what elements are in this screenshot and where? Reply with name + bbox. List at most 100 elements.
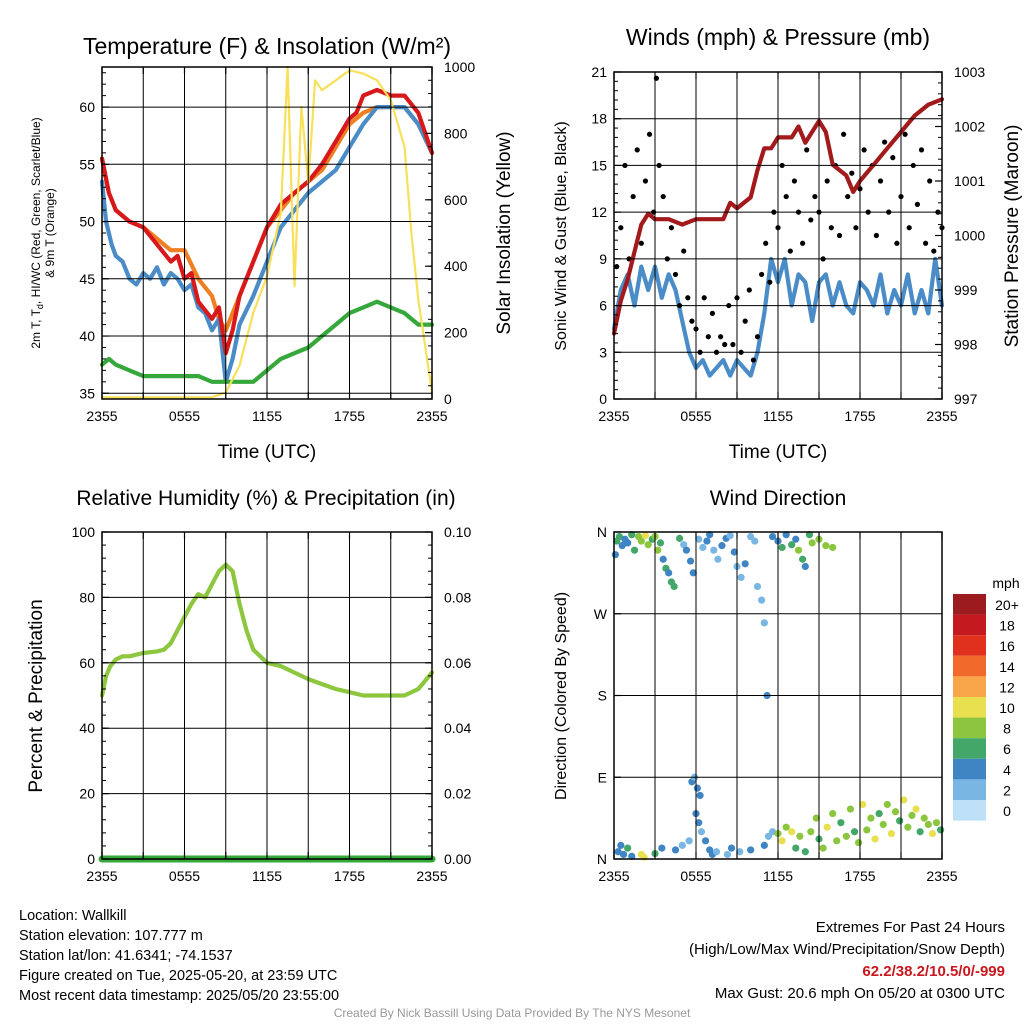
extremes-info: Extremes For Past 24 Hours (High/Low/Max… — [689, 917, 1005, 1005]
colorbar-swatch — [953, 717, 986, 739]
humidity-ylabel: Percent & Precipitation — [26, 599, 47, 792]
gust-point — [701, 295, 707, 301]
direction-point — [782, 531, 790, 539]
humidity-title: Relative Humidity (%) & Precipitation (i… — [76, 487, 455, 510]
gust-point — [808, 217, 814, 223]
gust-point — [849, 170, 855, 176]
winds-title: Winds (mph) & Pressure (mb) — [626, 24, 930, 50]
gust-point — [718, 334, 724, 340]
direction-point — [630, 546, 639, 554]
gust-point — [882, 139, 888, 145]
x-tick-label: 2355 — [598, 868, 629, 884]
direction-point — [656, 539, 665, 547]
direction-point — [823, 823, 831, 831]
gust-point — [618, 225, 624, 231]
gust-point — [836, 232, 843, 239]
y2-tick-label: 0.06 — [444, 655, 471, 671]
y-tick-label: 3 — [599, 344, 607, 360]
direction-point — [654, 546, 662, 554]
y2-tick-label: 0.10 — [444, 524, 471, 540]
colorbar-title: mph — [992, 575, 1019, 591]
direction-point — [637, 537, 645, 545]
direction-point — [696, 791, 704, 800]
direction-point — [676, 534, 684, 542]
colorbar-swatch — [953, 697, 986, 718]
colorbar-swatch — [953, 635, 986, 656]
direction-point — [778, 837, 786, 845]
y-tick-label: N — [597, 851, 607, 867]
direction-point — [805, 531, 814, 539]
y-tick-label: 60 — [79, 99, 95, 115]
y2-tick-label: 600 — [444, 192, 468, 208]
direction-ylabel: Direction (Colored By Speed) — [553, 592, 570, 800]
x-tick-label: 1155 — [763, 868, 793, 884]
gust-point — [730, 341, 736, 348]
direction-point — [693, 784, 701, 792]
y2-tick-label: 1002 — [954, 119, 985, 135]
direction-point — [670, 582, 678, 591]
x-tick-label: 2355 — [86, 408, 117, 424]
temperature-panel: Temperature (F) & Insolation (W/m²) 2355… — [29, 33, 515, 463]
gust-point — [783, 193, 789, 200]
station-latlon: Station lat/lon: 41.6341; -74.1537 — [19, 948, 233, 964]
y2-tick-label: 999 — [954, 282, 978, 298]
colorbar-label: 16 — [999, 638, 1015, 654]
y2-tick-label: 0.00 — [444, 851, 471, 867]
direction-point — [932, 819, 941, 827]
colorbar-swatch — [953, 758, 986, 780]
y-tick-label: 80 — [79, 589, 95, 605]
direction-point — [699, 543, 707, 552]
x-tick-label: 2355 — [926, 868, 957, 884]
x-tick-label: 2355 — [86, 868, 117, 884]
direction-point — [751, 537, 759, 545]
y-tick-label: 9 — [599, 251, 607, 267]
direction-point — [628, 531, 636, 539]
colorbar-label: 18 — [999, 618, 1015, 634]
y2-tick-label: 0.04 — [444, 720, 471, 736]
direction-point — [615, 532, 624, 541]
direction-point — [682, 546, 691, 554]
direction-point — [710, 546, 718, 554]
gust-point — [759, 271, 765, 278]
gust-point — [828, 225, 834, 231]
direction-point — [855, 839, 863, 847]
winds-panel: Winds (mph) & Pressure (mb) 2355 0555 1155… — [553, 24, 1023, 463]
winds-xlabel: Time (UTC) — [729, 442, 828, 463]
gust-point — [931, 248, 937, 254]
colorbar-label: 6 — [1003, 741, 1011, 757]
temperature-xlabel: Time (UTC) — [218, 442, 317, 463]
gust-point — [681, 248, 687, 254]
x-tick-label: 2355 — [598, 408, 629, 424]
x-tick-label: 2355 — [416, 408, 447, 424]
direction-point — [867, 814, 875, 822]
gust-point — [685, 295, 691, 301]
colorbar-label: 2 — [1003, 782, 1011, 798]
colorbar-swatch — [953, 655, 986, 677]
direction-point — [723, 850, 732, 859]
humidity-axes: 2355 0555 1155 1755 23550204060801000.000.02… — [72, 524, 472, 884]
direction-point — [875, 809, 883, 818]
direction-point — [801, 848, 809, 856]
y2-tick-label: 1003 — [954, 64, 985, 80]
direction-point — [718, 542, 726, 550]
extremes-values: 62.2/38.2/10.5/0/-999 — [862, 963, 1005, 980]
colorbar-label: 8 — [1003, 721, 1011, 737]
temperature-title: Temperature (F) & Insolation (W/m²) — [83, 33, 451, 59]
temperature-axes: 2355 0555 1155 1755 235535404550556002004006… — [79, 59, 475, 424]
gust-point — [709, 310, 716, 316]
direction-point — [801, 562, 809, 571]
y2-tick-label: 400 — [444, 258, 468, 274]
pressure-ylabel: Station Pressure (Maroon) — [1002, 125, 1023, 348]
direction-point — [641, 532, 650, 540]
winds-series — [611, 75, 945, 378]
gust-point — [861, 147, 867, 153]
y-tick-label: 45 — [79, 271, 95, 287]
direction-point — [736, 848, 744, 856]
direction-point — [916, 828, 924, 836]
direction-point — [799, 555, 807, 563]
x-tick-label: 0555 — [680, 408, 711, 424]
x-tick-label: 1755 — [334, 868, 365, 884]
station-pressure-line — [611, 97, 945, 336]
gust-point — [742, 318, 748, 324]
